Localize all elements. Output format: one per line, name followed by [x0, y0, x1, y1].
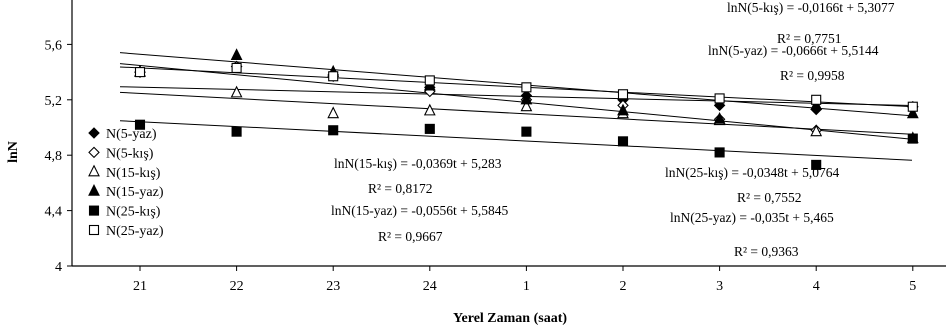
equation-5-yaz: lnN(5-yaz) = -0,0666t + 5,5144 — [708, 43, 879, 58]
x-tick-label: 2 — [620, 279, 627, 294]
point-n-25-k — [811, 159, 822, 170]
y-ticks: 4 4,4 4,8 5,2 5,6 — [45, 38, 72, 275]
y-tick-label: 4 — [55, 260, 62, 275]
point-n-25-k — [714, 147, 725, 158]
point-n-25-yaz — [521, 82, 532, 93]
legend-label: N(15-yaz) — [106, 185, 164, 200]
point-n-25-yaz — [134, 67, 146, 78]
equation-15-kis: lnN(15-kış) = -0,0369t + 5,283 — [334, 156, 502, 171]
point-n-25-k — [907, 133, 918, 144]
y-tick-label: 4,8 — [45, 149, 63, 164]
point-n-15-k — [810, 124, 823, 137]
x-axis-title: Yerel Zaman (saat) — [453, 311, 567, 326]
x-tick-label: 4 — [813, 279, 820, 294]
trendlines — [119, 52, 913, 161]
r2-15-yaz: R² = 0,9667 — [378, 229, 443, 244]
point-n-15-yaz — [906, 106, 919, 119]
point-n-15-yaz — [230, 48, 243, 61]
point-n-15-k — [230, 85, 243, 98]
trendline-1 — [119, 63, 913, 140]
legend-label: N(25-kış) — [106, 205, 161, 220]
point-n-15-yaz — [713, 111, 726, 124]
trendline-0 — [119, 86, 913, 107]
trendline-4 — [119, 120, 913, 161]
point-n-25-k — [424, 123, 435, 134]
x-tick-label: 24 — [423, 279, 437, 294]
r2-5-kis: R² = 0,7751 — [777, 31, 842, 46]
legend-label: N(15-kış) — [106, 166, 161, 181]
point-n-25-yaz — [811, 94, 822, 105]
y-tick-label: 5,6 — [45, 38, 63, 53]
data-points — [134, 48, 919, 170]
x-tick-label: 22 — [230, 279, 244, 294]
legend-marker-n-5-yaz — [88, 127, 100, 139]
y-axis-title: lnN — [6, 141, 21, 163]
axes: 44,44,85,25,6 21 22 23 24 1 2 3 4 5 — [45, 0, 946, 294]
x-ticks: 21 22 23 24 1 2 3 4 5 — [133, 266, 916, 294]
legend-marker-n-25-k — [88, 205, 100, 216]
point-n-25-k — [617, 136, 629, 147]
legend-label: N(5-yaz) — [106, 127, 157, 142]
x-tick-label: 3 — [716, 279, 723, 294]
equation-25-kis: lnN(25-kış) = -0,0348t + 5,0764 — [665, 165, 839, 180]
point-n-15-yaz — [617, 103, 629, 116]
point-n-25-yaz — [617, 89, 629, 100]
point-n-25-yaz — [231, 62, 242, 73]
point-n-25-yaz — [424, 75, 435, 86]
point-n-25-k — [134, 119, 146, 130]
point-n-15-k — [520, 99, 533, 112]
legend-marker-n-5-k — [88, 146, 100, 159]
point-n-25-yaz — [907, 101, 918, 112]
equation-25-yaz: lnN(25-yaz) = -0,035t + 5,465 — [670, 210, 834, 225]
equation-5-kis: lnN(5-kış) = -0,0166t + 5,3077 — [727, 0, 895, 15]
legend-label: N(5-kış) — [106, 146, 154, 161]
legend-marker-n-15-k — [88, 164, 100, 177]
r2-5-yaz: R² = 0,9958 — [780, 68, 845, 83]
point-n-25-yaz — [714, 93, 725, 104]
trendline-3 — [119, 52, 913, 117]
point-n-15-k — [327, 106, 340, 119]
legend-marker-n-15-yaz — [88, 183, 100, 196]
equation-15-yaz: lnN(15-yaz) = -0,0556t + 5,5845 — [331, 203, 508, 218]
trendline-5 — [119, 66, 913, 108]
point-n-25-k — [231, 126, 242, 137]
point-n-25-yaz — [328, 71, 339, 82]
legend-label: N(25-yaz) — [106, 224, 164, 239]
y-tick-label: 4,4 — [45, 205, 63, 220]
point-n-15-k — [423, 103, 436, 116]
point-n-15-yaz — [520, 92, 533, 105]
r2-25-kis: R² = 0,7552 — [737, 190, 802, 205]
x-tick-label: 21 — [133, 279, 147, 294]
x-tick-label: 23 — [326, 279, 340, 294]
r2-15-kis: R² = 0,8172 — [368, 181, 433, 196]
trendline-2 — [119, 91, 913, 135]
r2-25-yaz: R² = 0,9363 — [734, 244, 799, 259]
point-n-25-k — [328, 125, 339, 136]
equation-annotations: lnN(5-kış) = -0,0166t + 5,3077 R² = 0,77… — [331, 0, 895, 259]
legend-marker-n-25-yaz — [88, 224, 100, 236]
x-tick-label: 5 — [909, 279, 916, 294]
point-n-25-k — [521, 126, 532, 137]
x-tick-label: 1 — [523, 279, 530, 294]
legend: N(5-yaz) N(5-kış) N(15-kış) N(15-yaz) N(25-k… — [88, 127, 164, 239]
y-tick-label: 5,2 — [45, 94, 63, 109]
